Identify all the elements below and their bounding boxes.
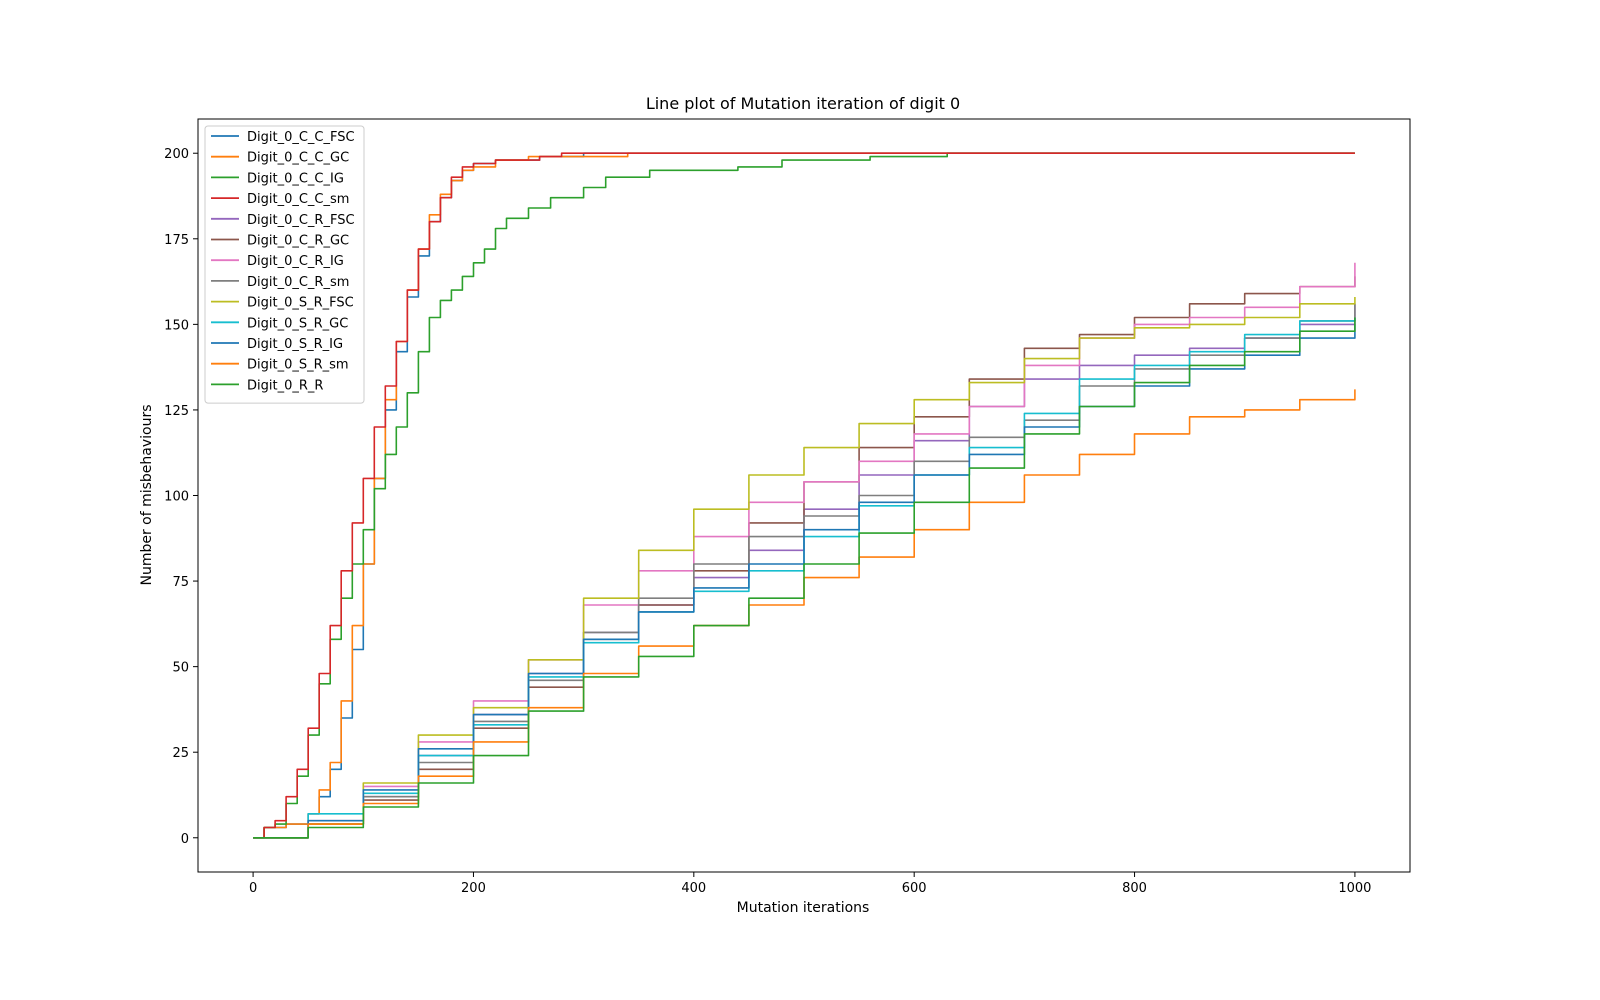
x-axis: 0 200 400 600 800 1000 xyxy=(249,872,1371,896)
legend-label-9: Digit_0_S_R_FSC xyxy=(247,296,354,311)
legend-label-3: Digit_0_C_C_IG xyxy=(247,171,344,186)
legend-label-1: Digit_0_C_C_FSC xyxy=(247,130,355,145)
legend-box xyxy=(204,125,365,404)
x-tick-label-1: 0 xyxy=(249,881,257,896)
x-tick-label-6: 1000 xyxy=(1338,881,1371,896)
legend-label-12: Digit_0_S_R_sm xyxy=(247,358,349,373)
legend-label-5: Digit_0_C_R_FSC xyxy=(247,213,355,228)
x-tick-label-5: 800 xyxy=(1122,881,1147,896)
y-axis-label: Number of misbehaviours xyxy=(139,404,155,585)
series-line-9 xyxy=(253,297,1356,839)
legend-label-4: Digit_0_C_C_sm xyxy=(247,192,349,207)
y-tick-label-7: 150 xyxy=(164,318,189,333)
y-tick-label-9: 200 xyxy=(164,147,189,162)
legend: Digit_0_C_C_FSC Digit_0_C_C_GC Digit_0_C_C… xyxy=(204,125,365,404)
series-layer xyxy=(253,152,1356,839)
y-tick-label-2: 25 xyxy=(172,746,189,761)
legend-label-6: Digit_0_C_R_GC xyxy=(247,234,349,249)
y-axis: 0 25 50 75 100 125 150 175 200 xyxy=(164,147,198,847)
x-axis-label: Mutation iterations xyxy=(737,900,870,916)
legend-label-13: Digit_0_R_R xyxy=(247,378,323,393)
legend-label-7: Digit_0_C_R_IG xyxy=(247,254,344,269)
legend-label-10: Digit_0_S_R_GC xyxy=(247,316,348,331)
chart-title: Line plot of Mutation iteration of digit… xyxy=(646,94,960,113)
y-tick-label-4: 75 xyxy=(172,575,189,590)
series-line-13 xyxy=(253,317,1356,839)
y-tick-label-3: 50 xyxy=(172,661,189,676)
series-line-3 xyxy=(253,152,1355,839)
legend-label-11: Digit_0_S_R_IG xyxy=(247,337,343,352)
y-tick-label-5: 100 xyxy=(164,490,189,505)
x-tick-label-2: 200 xyxy=(461,881,486,896)
x-tick-label-3: 400 xyxy=(681,881,706,896)
x-tick-label-4: 600 xyxy=(902,881,927,896)
series-line-7 xyxy=(253,262,1356,839)
legend-label-2: Digit_0_C_C_GC xyxy=(247,151,349,166)
y-tick-label-6: 125 xyxy=(164,404,189,419)
series-line-4 xyxy=(253,152,1355,839)
y-tick-label-1: 0 xyxy=(181,832,189,847)
y-tick-label-8: 175 xyxy=(164,233,189,248)
legend-label-8: Digit_0_C_R_sm xyxy=(247,275,349,290)
